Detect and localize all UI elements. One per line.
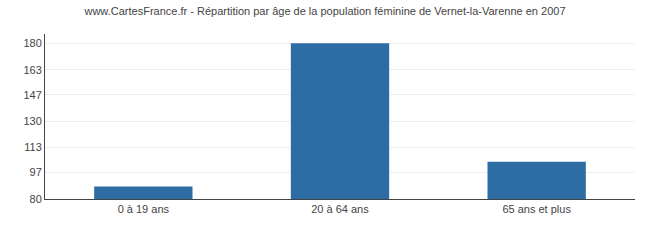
svg-text:0 à 19 ans: 0 à 19 ans xyxy=(118,203,170,215)
svg-text:130: 130 xyxy=(23,115,41,127)
svg-text:80: 80 xyxy=(30,193,42,205)
svg-text:180: 180 xyxy=(23,37,41,49)
svg-text:163: 163 xyxy=(23,64,41,76)
svg-text:97: 97 xyxy=(30,166,42,178)
svg-text:www.CartesFrance.fr - Répartit: www.CartesFrance.fr - Répartition par âg… xyxy=(83,5,565,17)
svg-text:65 ans et plus: 65 ans et plus xyxy=(502,203,571,215)
svg-text:113: 113 xyxy=(24,141,42,153)
svg-text:147: 147 xyxy=(23,89,41,101)
svg-text:20 à 64 ans: 20 à 64 ans xyxy=(311,203,369,215)
